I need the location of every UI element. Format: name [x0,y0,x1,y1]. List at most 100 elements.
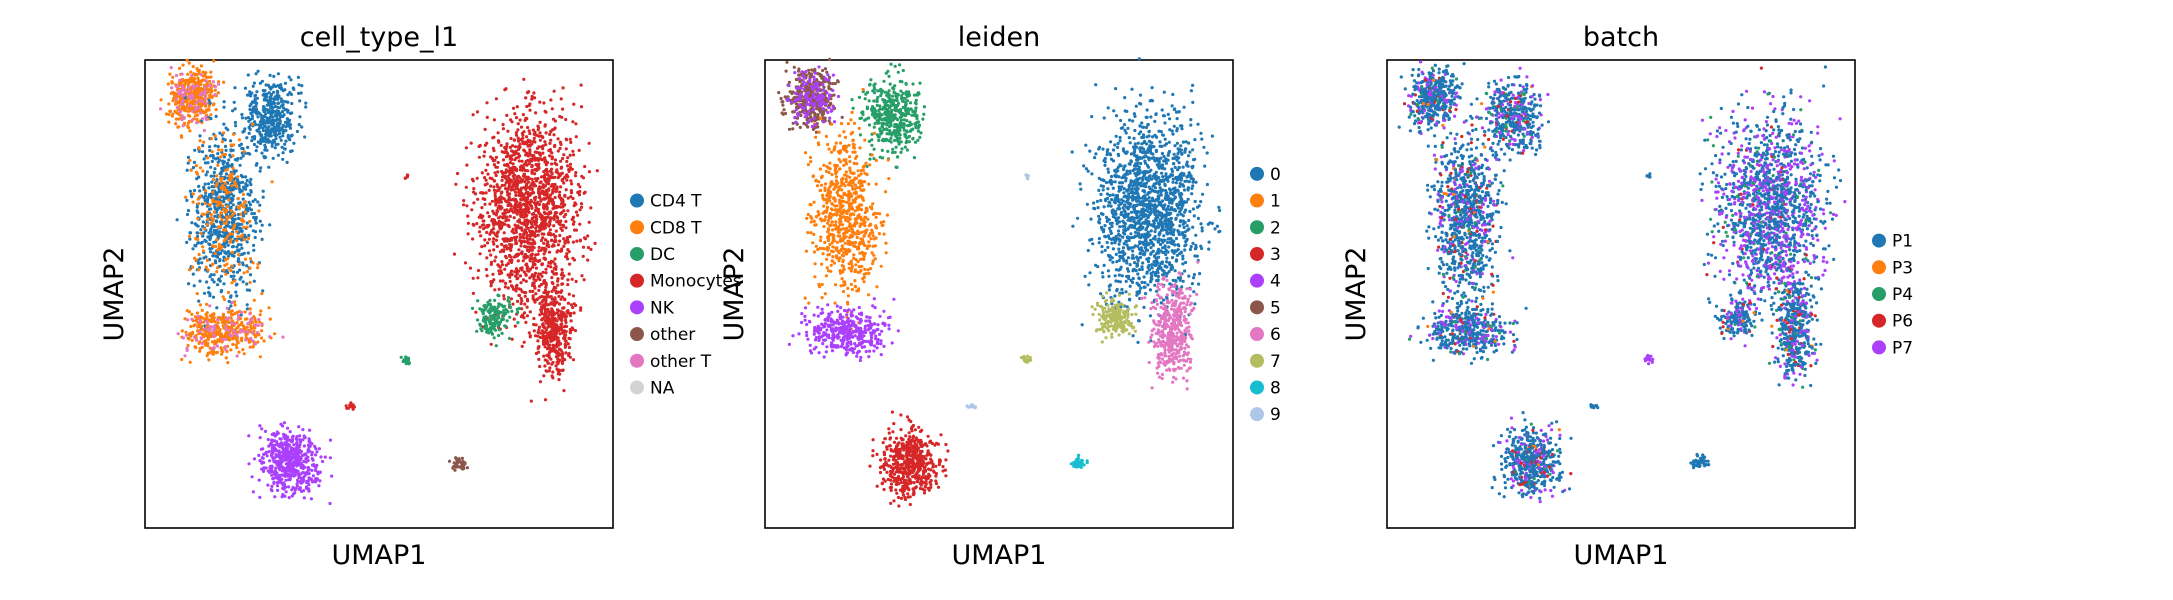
data-point [509,178,513,183]
data-point [454,456,458,460]
data-point [279,138,283,142]
data-point [514,116,519,120]
data-point [260,79,264,83]
data-point [170,80,174,84]
data-point [253,326,257,330]
data-point [199,228,203,232]
data-point [180,114,184,118]
data-point [465,163,469,167]
data-point [550,157,554,161]
data-point [557,329,561,333]
data-point [206,341,210,345]
data-point [273,439,277,443]
data-point [532,201,537,205]
data-point [213,85,217,89]
data-point [206,182,211,186]
data-point [224,172,229,176]
data-point [248,127,252,131]
data-point [228,215,232,219]
data-point [298,115,302,119]
data-point [571,222,576,226]
data-point [260,133,264,137]
data-point [185,309,189,313]
data-point [492,179,496,183]
data-point [184,333,189,337]
data-point [564,137,568,141]
data-point [204,79,208,83]
data-point [198,166,203,170]
data-point [254,221,258,225]
data-point [260,223,264,227]
data-point [270,473,274,477]
data-point [239,337,243,342]
data-point [479,191,483,195]
data-point [562,306,566,310]
data-point [272,460,276,464]
data-point [256,200,260,204]
data-point [488,298,492,303]
data-point [211,217,215,221]
data-point [240,320,244,325]
data-point [262,114,266,118]
data-point [252,142,256,147]
data-point [227,158,231,162]
data-point [281,151,285,155]
data-point [494,97,498,101]
data-point [188,129,192,133]
data-point [556,283,560,287]
data-point [489,253,493,257]
scatter-points [159,58,599,506]
data-point [472,201,476,205]
data-point [503,208,507,212]
data-point [491,240,495,244]
data-point [515,269,520,273]
data-point [514,242,518,246]
data-point [200,202,204,206]
data-point [268,115,272,119]
data-point [236,313,240,317]
data-point [544,247,548,251]
data-point [496,185,500,189]
data-point [506,286,510,290]
data-point [193,88,197,92]
data-point [462,199,466,203]
data-point [270,85,275,89]
data-point [209,70,213,74]
data-point [181,63,185,67]
data-point [159,98,163,102]
data-point [284,478,288,482]
data-point [527,180,531,184]
data-point [252,105,256,109]
data-point [507,198,511,202]
data-point [578,222,582,226]
data-point [277,127,281,131]
data-point [199,231,203,235]
data-point [203,201,207,205]
data-point [198,189,202,193]
data-point [556,326,560,330]
data-point [496,131,500,135]
data-point [244,116,248,120]
data-point [509,118,513,122]
data-point [216,82,221,86]
data-point [473,192,478,196]
data-point [483,197,487,201]
data-point [579,205,584,209]
data-point [196,217,200,221]
data-point [253,323,258,327]
data-point [270,123,274,127]
data-point [261,128,265,133]
data-point [497,333,501,338]
data-point [291,86,295,90]
data-point [560,295,564,299]
data-point [254,163,258,167]
data-point [452,461,456,465]
data-point [203,89,208,93]
data-point [180,102,184,106]
data-point [246,322,250,326]
data-point [245,178,249,183]
data-point [201,249,205,253]
data-point [508,242,512,247]
data-point [242,225,246,229]
data-point [559,249,563,253]
